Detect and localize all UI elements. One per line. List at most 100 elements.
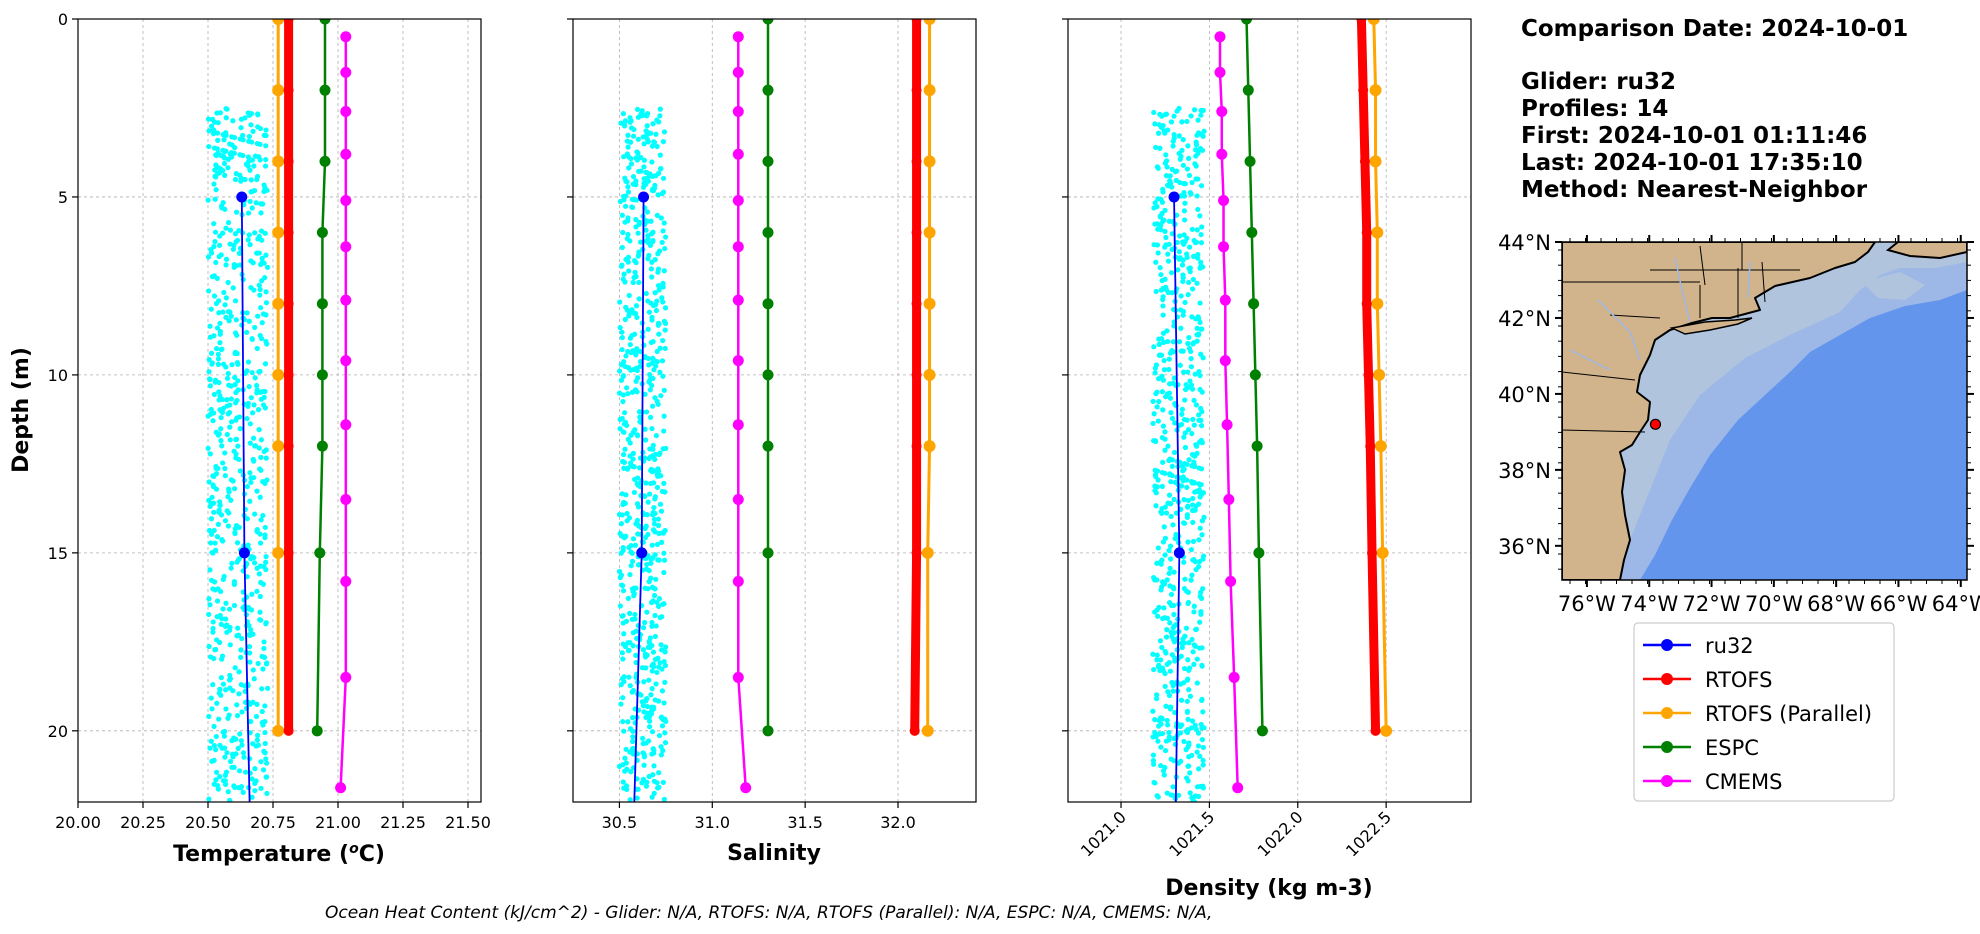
glider-scatter-point bbox=[1183, 386, 1189, 393]
glider-scatter-point bbox=[255, 313, 261, 319]
glider-scatter-point bbox=[206, 369, 212, 375]
glider-scatter-point bbox=[250, 128, 256, 134]
glider-scatter-point bbox=[1171, 496, 1177, 503]
glider-scatter-point bbox=[211, 293, 218, 299]
glider-scatter-point bbox=[1161, 128, 1167, 134]
glider-scatter-point bbox=[637, 363, 643, 370]
glider-scatter-point bbox=[1157, 265, 1163, 271]
glider-scatter-point bbox=[1150, 708, 1156, 714]
glider-scatter-point bbox=[1185, 369, 1191, 375]
glider-scatter-point bbox=[656, 784, 662, 790]
glider-scatter-point bbox=[1182, 299, 1188, 306]
glider-scatter-point bbox=[222, 754, 228, 760]
glider-scatter-point bbox=[622, 755, 628, 761]
glider-scatter-point bbox=[239, 709, 245, 715]
glider-scatter-point bbox=[625, 231, 631, 238]
glider-scatter-point bbox=[258, 617, 264, 623]
glider-scatter-point bbox=[1150, 734, 1156, 740]
glider-scatter-point bbox=[232, 231, 239, 237]
glider-scatter-point bbox=[633, 178, 639, 184]
state-borders bbox=[1562, 242, 1800, 433]
glider-scatter-point bbox=[1198, 240, 1205, 246]
glider-scatter-point bbox=[211, 391, 217, 398]
y-axis-ticks: 0 5 10 15 20 bbox=[48, 10, 78, 741]
glider-scatter-point bbox=[228, 497, 234, 503]
x-tick-label: 32.0 bbox=[880, 813, 916, 832]
glider-scatter-point bbox=[261, 260, 267, 266]
glider-scatter-point bbox=[230, 478, 236, 484]
glider-scatter-point bbox=[207, 745, 213, 751]
glider-scatter-point bbox=[232, 374, 238, 381]
glider-scatter-point bbox=[255, 407, 262, 413]
glider-scatter-point bbox=[656, 331, 662, 337]
espc-point bbox=[762, 298, 774, 310]
glider-scatter-point bbox=[224, 397, 230, 403]
glider-scatter-point bbox=[1197, 131, 1203, 137]
glider-scatter-point bbox=[1198, 466, 1205, 472]
glider-scatter-point bbox=[633, 352, 639, 358]
glider-scatter-point bbox=[620, 547, 626, 553]
glider-scatter-point bbox=[216, 716, 222, 722]
rtofs-parallel-point bbox=[923, 440, 936, 453]
x-tick-label: 1021.0 bbox=[1077, 807, 1130, 860]
glider-scatter-point bbox=[1181, 232, 1187, 238]
glider-scatter-point bbox=[222, 473, 228, 479]
glider-scatter-point bbox=[223, 225, 229, 231]
glider-scatter-point bbox=[1190, 502, 1196, 508]
glider-scatter-point bbox=[634, 521, 640, 527]
glider-scatter-point bbox=[1159, 389, 1165, 395]
cmems-point bbox=[732, 66, 744, 78]
glider-scatter-point bbox=[235, 378, 241, 384]
lat-tick-label: 44°N bbox=[1498, 231, 1551, 255]
glider-scatter-point bbox=[649, 425, 655, 432]
glider-scatter-point bbox=[1186, 172, 1193, 179]
glider-scatter-point bbox=[636, 279, 642, 286]
glider-scatter-point bbox=[250, 667, 256, 673]
glider-scatter-point bbox=[1197, 753, 1203, 759]
glider-scatter-point bbox=[1173, 622, 1179, 628]
glider-scatter-point bbox=[1160, 312, 1166, 318]
legend-marker bbox=[1661, 673, 1673, 685]
rtofs-point bbox=[283, 156, 294, 167]
glider-scatter-point bbox=[1168, 704, 1174, 710]
land-nova-scotia bbox=[1885, 242, 1967, 260]
glider-scatter-point bbox=[659, 539, 665, 545]
glider-scatter-point bbox=[208, 406, 214, 413]
glider-scatter-point bbox=[248, 479, 254, 486]
glider-scatter-point bbox=[260, 767, 267, 773]
glider-scatter-point bbox=[1184, 417, 1190, 423]
glider-scatter-point bbox=[1195, 332, 1202, 338]
glider-scatter-point bbox=[1180, 312, 1186, 318]
glider-scatter-point bbox=[1169, 652, 1175, 658]
glider-scatter-point bbox=[1166, 692, 1173, 699]
glider-scatter-point bbox=[1185, 657, 1191, 663]
glider-scatter-point bbox=[221, 361, 227, 367]
temperature-panel: 20.00 20.25 20.50 20.75 21.00 21.25 21.50 0 5 10… bbox=[9, 10, 491, 867]
glider-scatter-point bbox=[218, 675, 224, 681]
glider-scatter-point bbox=[1156, 122, 1162, 128]
glider-scatter-point bbox=[657, 166, 664, 172]
glider-scatter-point bbox=[660, 299, 666, 305]
glider-scatter-point bbox=[660, 175, 667, 181]
glider-scatter-point bbox=[236, 250, 243, 256]
glider-scatter-point bbox=[1200, 709, 1206, 715]
glider-scatter-point bbox=[661, 700, 667, 706]
glider-scatter-point bbox=[625, 189, 632, 195]
glider-scatter-point bbox=[1200, 107, 1206, 114]
glider-scatter-point bbox=[214, 325, 221, 331]
rtofs-point bbox=[283, 227, 294, 238]
glider-scatter-point bbox=[222, 172, 228, 178]
glider-scatter-point bbox=[238, 784, 245, 790]
glider-scatter-point bbox=[1162, 447, 1168, 453]
glider-scatter-point bbox=[1190, 649, 1196, 655]
glider-scatter-point bbox=[233, 262, 239, 269]
glider-scatter-point bbox=[226, 318, 232, 324]
glider-scatter-point bbox=[645, 499, 651, 505]
glider-scatter-point bbox=[631, 489, 638, 496]
glider-scatter-point bbox=[233, 455, 239, 461]
glider-scatter-point bbox=[649, 159, 655, 165]
glider-scatter-point bbox=[644, 703, 651, 710]
glider-scatter-point bbox=[205, 254, 212, 260]
glider-scatter-point bbox=[1152, 370, 1158, 376]
glider-scatter-point bbox=[1186, 640, 1192, 646]
